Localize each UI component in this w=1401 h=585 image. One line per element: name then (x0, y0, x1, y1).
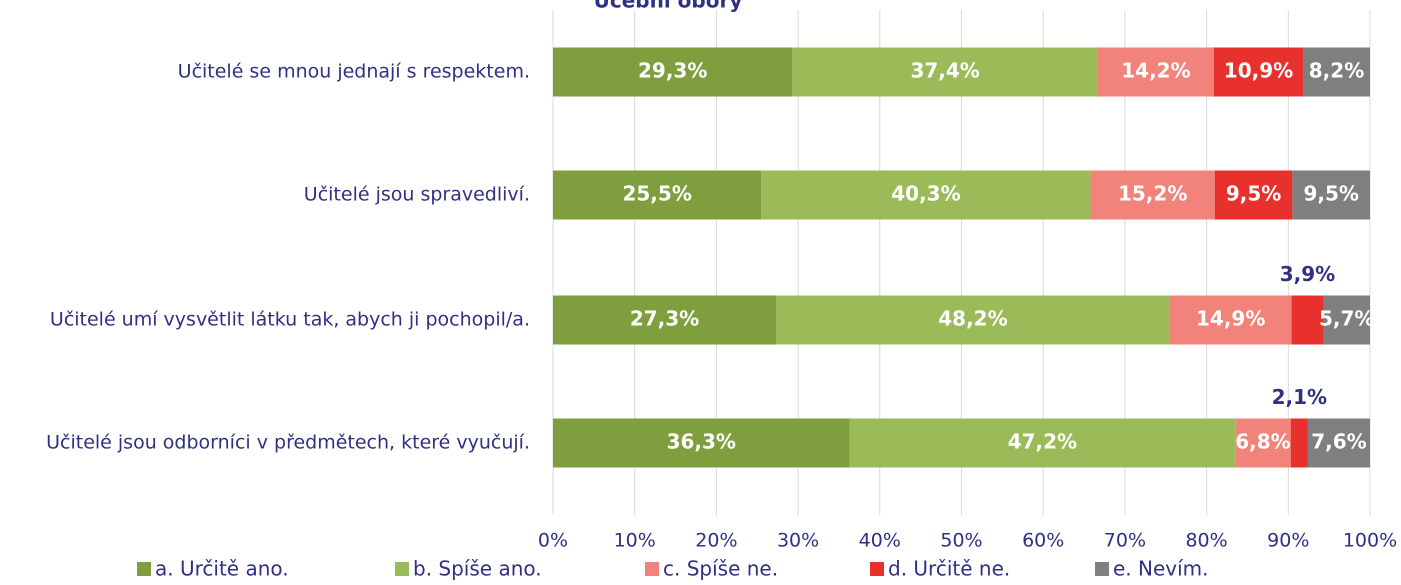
legend-label: b. Spíše ano. (413, 557, 542, 581)
value-label: 29,3% (638, 59, 707, 83)
x-tick-label: 40% (859, 530, 901, 552)
x-tick-label: 10% (614, 530, 656, 552)
bar-segment (553, 47, 793, 97)
value-label: 5,7% (1319, 307, 1374, 331)
bar-segment (553, 295, 777, 345)
x-tick-label: 20% (695, 530, 737, 552)
bar-segment (792, 47, 1098, 97)
value-label: 2,1% (1272, 385, 1327, 409)
bar-segment (776, 295, 1170, 345)
category-label: Učitelé jsou odborníci v předmětech, kte… (46, 432, 530, 454)
category-label: Učitelé jsou spravedliví. (304, 184, 530, 206)
value-label: 36,3% (667, 430, 736, 454)
bar-segment (553, 170, 762, 220)
value-label: 25,5% (622, 182, 691, 206)
x-tick-label: 100% (1343, 530, 1397, 552)
value-label: 14,9% (1196, 307, 1265, 331)
value-label: 6,8% (1235, 430, 1290, 454)
x-tick-label: 70% (1104, 530, 1146, 552)
bar-segment (1169, 295, 1292, 345)
value-label: 14,2% (1121, 59, 1190, 83)
value-label: 9,5% (1226, 182, 1281, 206)
value-label: 47,2% (1008, 430, 1077, 454)
legend-swatch (395, 562, 409, 576)
bar-segment (1307, 418, 1370, 468)
legend-label: a. Určitě ano. (155, 557, 289, 581)
bar-segment (1323, 295, 1370, 345)
value-label: 7,6% (1311, 430, 1366, 454)
bar-segment (553, 418, 850, 468)
x-tick-label: 90% (1267, 530, 1309, 552)
legend-label: c. Spíše ne. (663, 557, 778, 581)
legend-swatch (645, 562, 659, 576)
value-label: 3,9% (1280, 262, 1335, 286)
bar-segment (1090, 170, 1215, 220)
value-label: 37,4% (910, 59, 979, 83)
category-label: Učitelé umí vysvětlit látku tak, abych j… (50, 309, 530, 331)
legend-swatch (1095, 562, 1109, 576)
value-label: 9,5% (1303, 182, 1358, 206)
bar-segment (1303, 47, 1370, 97)
x-tick-label: 50% (940, 530, 982, 552)
bar-segment (1291, 295, 1324, 345)
legend-label: d. Určitě ne. (888, 557, 1010, 581)
x-tick-label: 0% (538, 530, 568, 552)
legend-label: e. Nevím. (1113, 557, 1209, 581)
bar-segment (1235, 418, 1291, 468)
bar-segment (1292, 170, 1370, 220)
category-label: Učitelé se mnou jednají s respektem. (178, 61, 530, 83)
bar-segment (1097, 47, 1214, 97)
x-tick-label: 80% (1185, 530, 1227, 552)
x-tick-label: 60% (1022, 530, 1064, 552)
chart-title: Učební obory (594, 0, 743, 13)
bar-segment (1213, 47, 1304, 97)
value-label: 15,2% (1118, 182, 1187, 206)
bar-segment (849, 418, 1236, 468)
bar-segment (761, 170, 1091, 220)
legend-swatch (137, 562, 151, 576)
bar-segment (1214, 170, 1293, 220)
bar-segment (1290, 418, 1308, 468)
value-label: 48,2% (938, 307, 1007, 331)
legend-swatch (870, 562, 884, 576)
value-label: 10,9% (1224, 59, 1293, 83)
value-label: 27,3% (630, 307, 699, 331)
value-label: 8,2% (1309, 59, 1364, 83)
value-label: 40,3% (891, 182, 960, 206)
x-tick-label: 30% (777, 530, 819, 552)
